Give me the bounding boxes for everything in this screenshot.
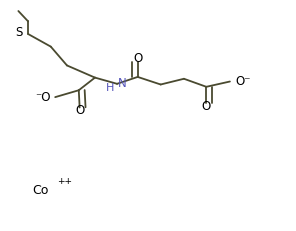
Text: O: O bbox=[202, 100, 211, 113]
Text: S: S bbox=[16, 26, 23, 39]
Text: ++: ++ bbox=[57, 176, 72, 185]
Text: N: N bbox=[118, 77, 127, 90]
Text: ⁻O: ⁻O bbox=[35, 91, 51, 104]
Text: H: H bbox=[105, 83, 114, 93]
Text: O: O bbox=[133, 52, 142, 65]
Text: Co: Co bbox=[32, 184, 49, 197]
Text: O: O bbox=[75, 104, 84, 117]
Text: O⁻: O⁻ bbox=[235, 75, 250, 88]
